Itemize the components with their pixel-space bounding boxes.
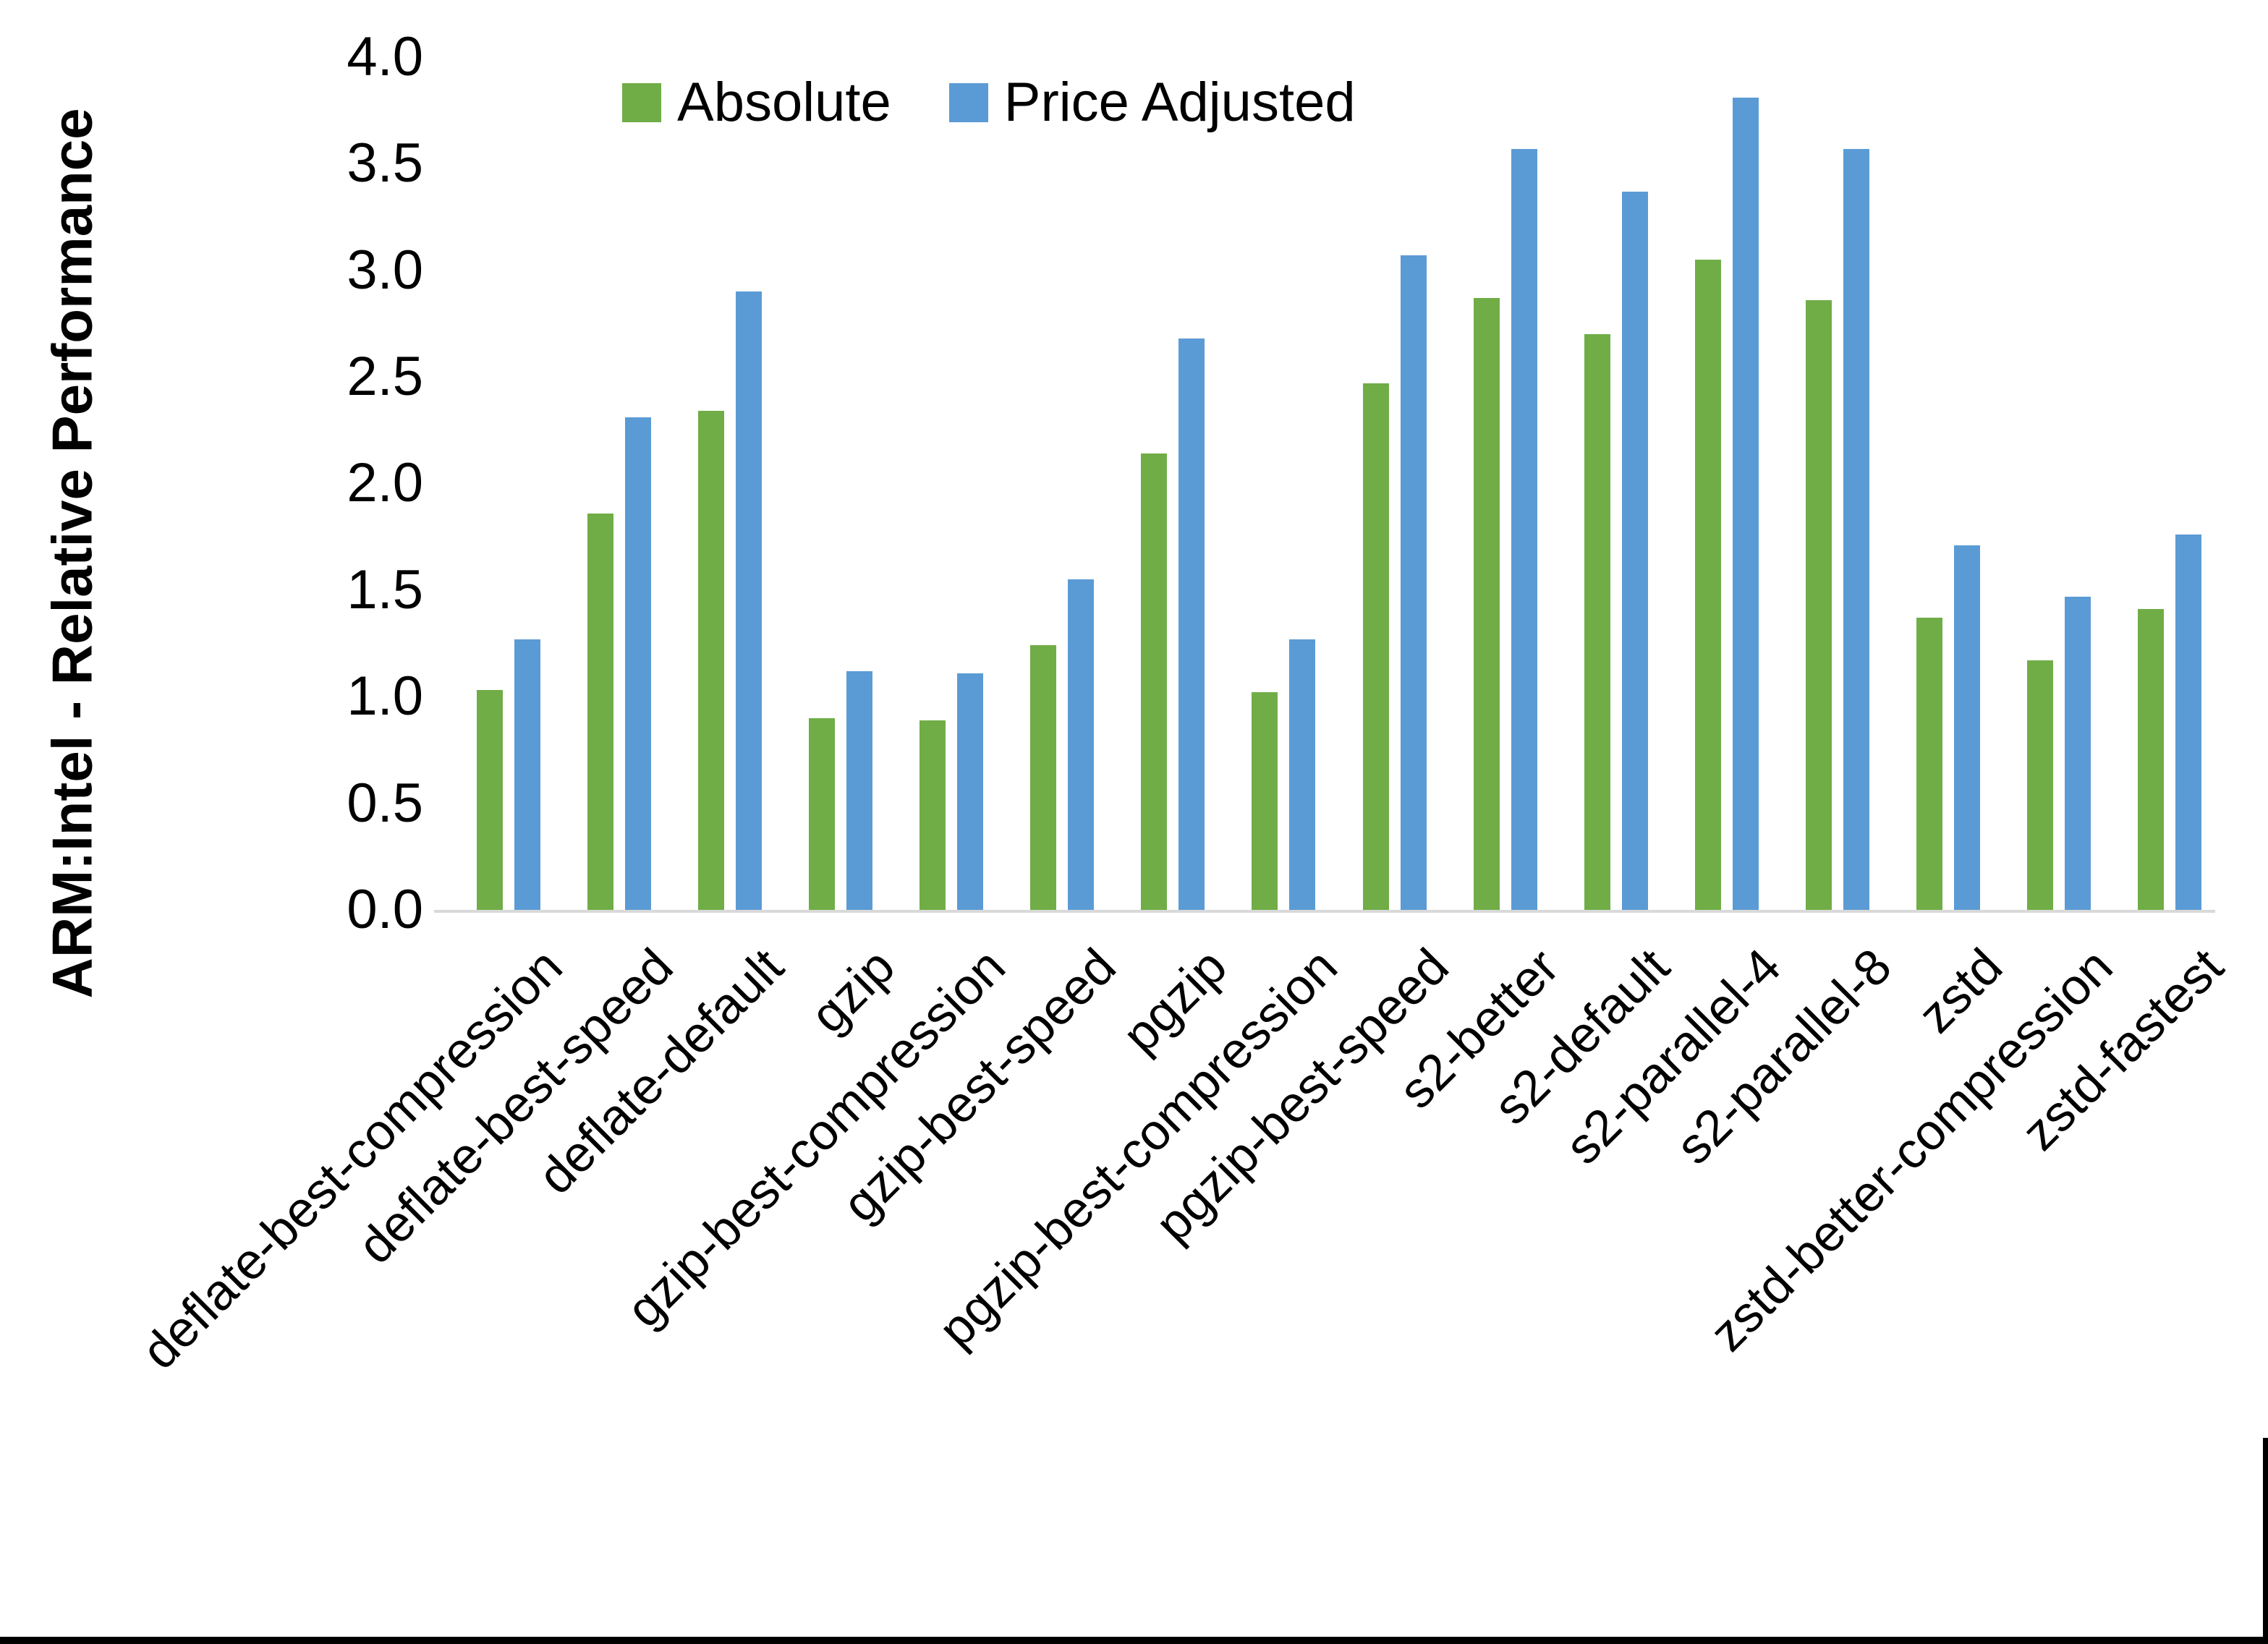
legend-swatch-absolute bbox=[622, 82, 661, 122]
bar-absolute-s2-better bbox=[1473, 298, 1500, 910]
bar-absolute-zstd-better-compression bbox=[2026, 660, 2053, 910]
y-tick-label: 3.0 bbox=[347, 239, 423, 301]
bar-price-adjusted-pgzip bbox=[1178, 338, 1205, 910]
bar-absolute-s2-parallel-4 bbox=[1694, 260, 1721, 910]
bar-absolute-pgzip-best-compression bbox=[1252, 692, 1278, 910]
bar-absolute-gzip-best-compression bbox=[919, 720, 946, 910]
legend-label-absolute: Absolute bbox=[677, 72, 891, 133]
y-tick-label: 3.5 bbox=[347, 132, 423, 195]
figure-bottom-border bbox=[0, 1637, 2268, 1644]
bar-absolute-s2-parallel-8 bbox=[1805, 300, 1832, 910]
y-tick-label: 4.0 bbox=[347, 25, 423, 88]
bar-price-adjusted-pgzip-best-compression bbox=[1289, 639, 1316, 910]
legend-label-price-adjusted: Price Adjusted bbox=[1003, 72, 1356, 133]
bar-price-adjusted-gzip-best-compression bbox=[957, 673, 984, 910]
bar-absolute-zstd bbox=[1916, 618, 1942, 910]
bar-absolute-pgzip bbox=[1141, 453, 1168, 910]
y-tick-label: 0.5 bbox=[347, 772, 423, 834]
bar-absolute-gzip bbox=[809, 718, 836, 910]
legend-item-absolute: Absolute bbox=[622, 71, 891, 134]
chart-legend: Absolute Price Adjusted bbox=[622, 71, 1356, 134]
bar-price-adjusted-zstd bbox=[1953, 545, 1980, 910]
bar-price-adjusted-gzip-best-speed bbox=[1068, 579, 1095, 910]
legend-swatch-price-adjusted bbox=[948, 82, 988, 122]
bar-absolute-gzip-best-speed bbox=[1030, 645, 1057, 910]
bar-price-adjusted-s2-better bbox=[1511, 149, 1537, 910]
bar-absolute-deflate-best-compression bbox=[477, 690, 503, 910]
bar-price-adjusted-gzip bbox=[846, 671, 873, 910]
y-tick-label: 1.0 bbox=[347, 665, 423, 728]
legend-item-price-adjusted: Price Adjusted bbox=[948, 71, 1356, 134]
bar-price-adjusted-s2-parallel-4 bbox=[1732, 98, 1759, 910]
bar-absolute-pgzip-best-speed bbox=[1362, 383, 1389, 910]
bar-absolute-deflate-best-speed bbox=[587, 514, 614, 910]
bar-price-adjusted-deflate-best-compression bbox=[514, 639, 540, 910]
bar-price-adjusted-s2-default bbox=[1621, 192, 1648, 910]
bar-price-adjusted-zstd-better-compression bbox=[2064, 597, 2091, 910]
y-tick-label: 2.0 bbox=[347, 452, 423, 514]
bar-price-adjusted-deflate-default bbox=[736, 291, 763, 910]
bar-price-adjusted-deflate-best-speed bbox=[625, 417, 652, 910]
bar-price-adjusted-pgzip-best-speed bbox=[1400, 255, 1427, 910]
bar-price-adjusted-zstd-fastest bbox=[2175, 534, 2202, 910]
y-axis-title: ARM:Intel - Relative Performance bbox=[40, 108, 104, 999]
y-tick-label: 1.5 bbox=[347, 558, 423, 621]
bar-absolute-deflate-default bbox=[698, 411, 725, 910]
bar-price-adjusted-s2-parallel-8 bbox=[1843, 149, 1869, 910]
bar-absolute-zstd-fastest bbox=[2138, 609, 2165, 910]
y-tick-label: 0.0 bbox=[347, 879, 423, 940]
bar-absolute-s2-default bbox=[1584, 334, 1610, 910]
x-axis-line bbox=[434, 910, 2215, 913]
x-tick-label: deflate-best-compression bbox=[130, 937, 573, 1380]
figure-right-border bbox=[2263, 1438, 2268, 1644]
y-tick-label: 2.5 bbox=[347, 346, 423, 407]
